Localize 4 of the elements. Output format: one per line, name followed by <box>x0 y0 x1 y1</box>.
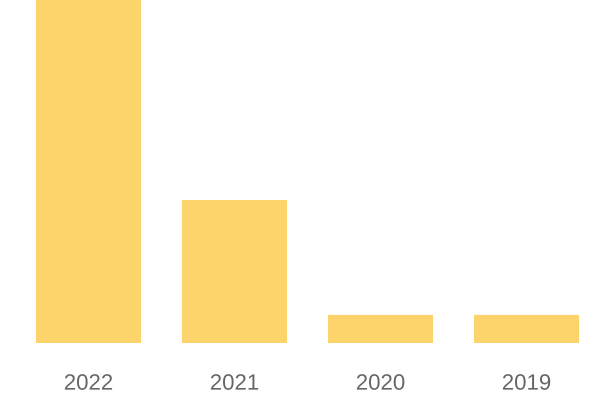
x-tick-label: 2022 <box>64 374 112 390</box>
x-tick-label: 2019 <box>502 374 550 390</box>
x-tick-label: 2020 <box>356 374 404 390</box>
x-tick-label: 2021 <box>210 374 258 390</box>
